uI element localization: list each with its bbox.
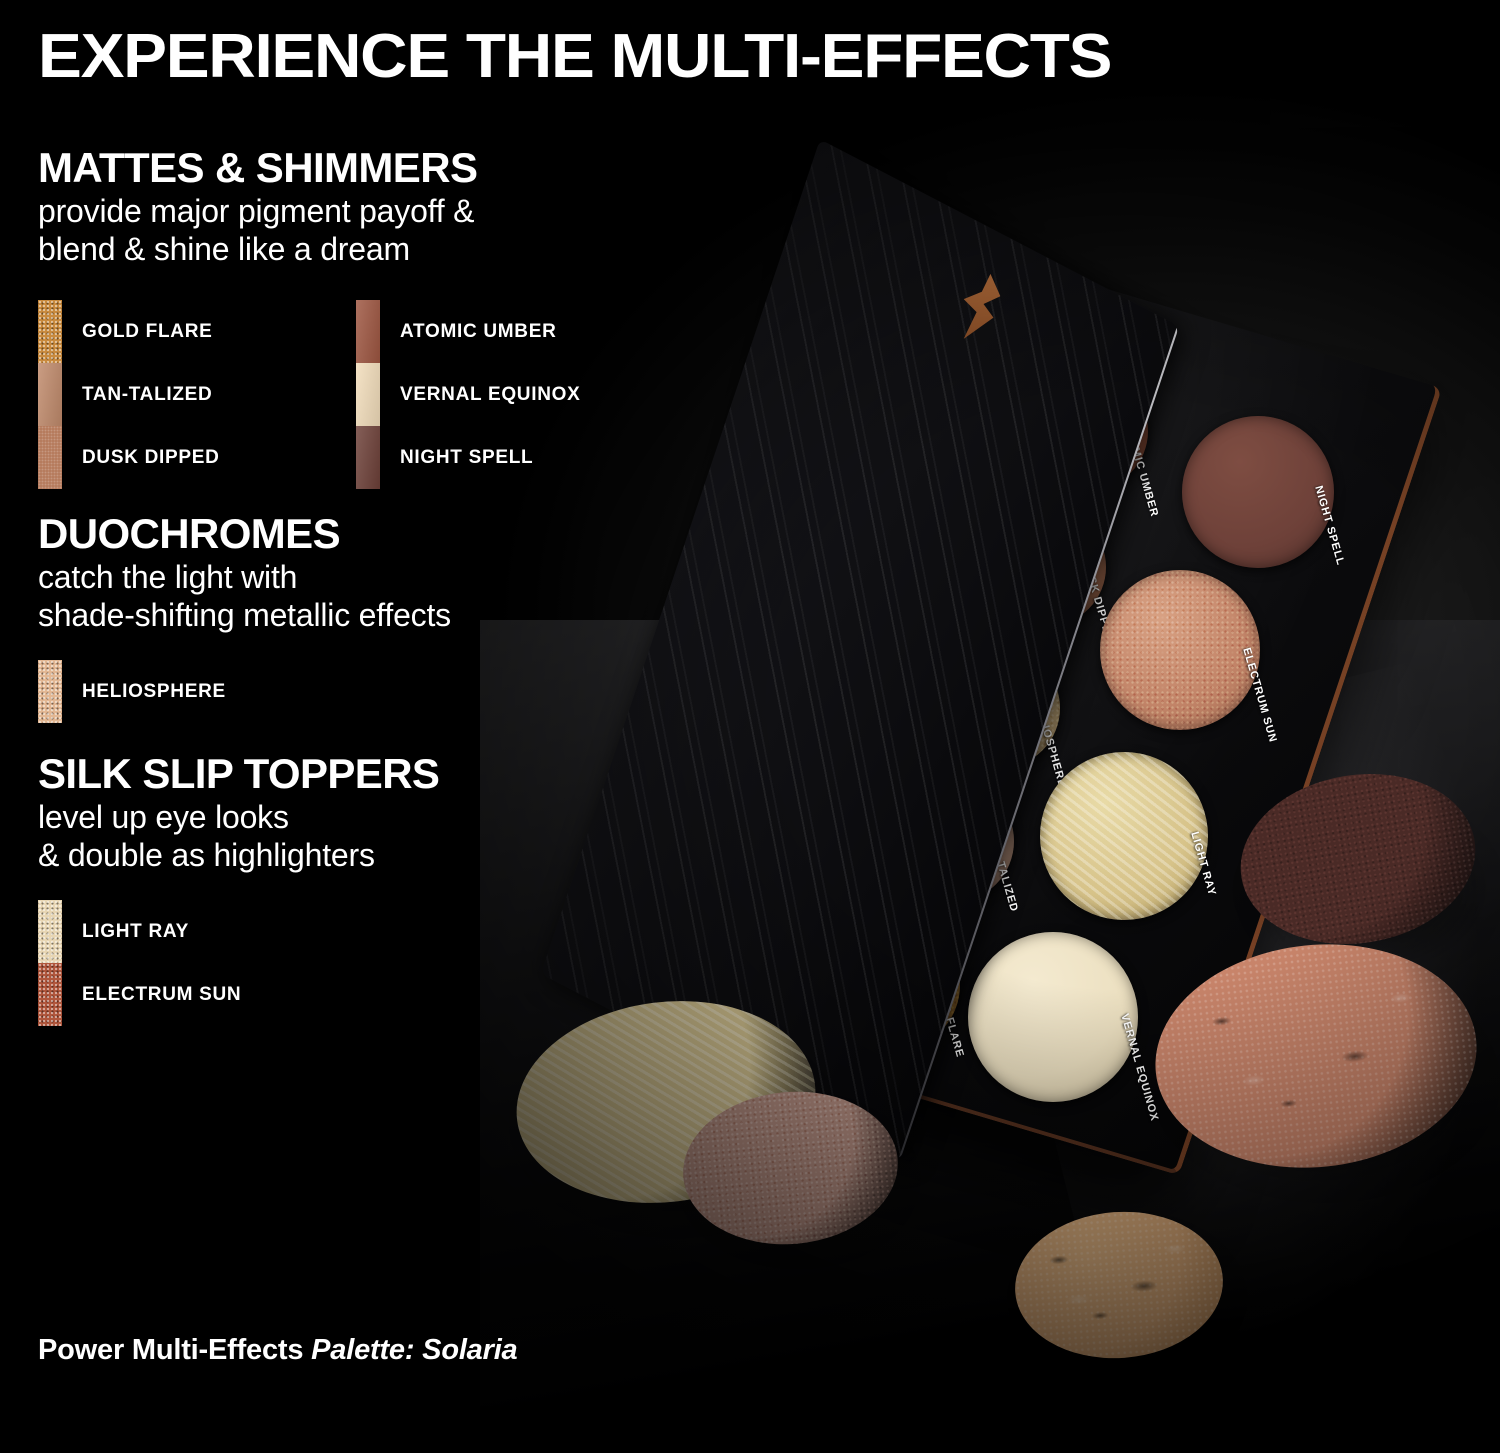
section-title-silk-slip-toppers: SILK SLIP TOPPERS [38, 750, 440, 797]
palette-name: Palette: Solaria [311, 1334, 518, 1366]
section-desc-line2-toppers: & double as highlighters [38, 837, 375, 873]
product-photo-scene: ATOMIC UMBER NIGHT SPELL DUSK DIPPED ELE… [0, 0, 1500, 1406]
section-desc-line2-mattes: blend & shine like a dream [38, 231, 410, 267]
swatch-label-vernal-equinox: VERNAL EQUINOX [400, 383, 581, 405]
section-silk-slip-toppers: SILK SLIP TOPPERS level up eye looks & d… [38, 752, 678, 875]
swatch-label-tan-talized: TAN-TALIZED [82, 383, 213, 405]
swatch-chip-gold-flare [38, 300, 62, 363]
swatch-chip-vernal-equinox [356, 363, 380, 426]
swatch-label-gold-flare: GOLD FLARE [82, 320, 213, 342]
swatch-chip-light-ray [38, 900, 62, 963]
swatch-chip-tan-talized [38, 363, 62, 426]
swatch-label-dusk-dipped: DUSK DIPPED [82, 446, 220, 468]
section-title-duochromes: DUOCHROMES [38, 510, 341, 557]
section-mattes-shimmers: MATTES & SHIMMERS provide major pigment … [38, 146, 678, 269]
page-headline: EXPERIENCE THE MULTI-EFFECTS [38, 22, 1112, 91]
swatch-chip-electrum-sun [38, 963, 62, 1026]
swatch-chip-heliosphere [38, 660, 62, 723]
swatch-chip-dusk-dipped [38, 426, 62, 489]
copy-column: EXPERIENCE THE MULTI-EFFECTS MATTES & SH… [0, 0, 1112, 1406]
product-caption: Power Multi-Effects Palette: Solaria [38, 1334, 518, 1367]
section-desc-line1-toppers: level up eye looks [38, 799, 289, 836]
section-desc-line1-mattes: provide major pigment payoff & [38, 193, 475, 230]
swatch-label-heliosphere: HELIOSPHERE [82, 680, 226, 702]
section-desc-line2-duochromes: shade-shifting metallic effects [38, 597, 451, 633]
swatch-chip-night-spell [356, 426, 380, 489]
swatch-label-electrum-sun: ELECTRUM SUN [82, 983, 242, 1005]
swatch-label-atomic-umber: ATOMIC UMBER [400, 320, 557, 342]
swatch-chip-atomic-umber [356, 300, 380, 363]
section-title-mattes-shimmers: MATTES & SHIMMERS [38, 144, 478, 191]
section-duochromes: DUOCHROMES catch the light with shade-sh… [38, 512, 678, 635]
section-desc-line1-duochromes: catch the light with [38, 559, 298, 596]
product-name: Power Multi-Effects [38, 1334, 304, 1366]
scene-vignette [0, 0, 1500, 1406]
swatch-label-light-ray: LIGHT RAY [82, 920, 189, 942]
swatch-label-night-spell: NIGHT SPELL [400, 446, 534, 468]
